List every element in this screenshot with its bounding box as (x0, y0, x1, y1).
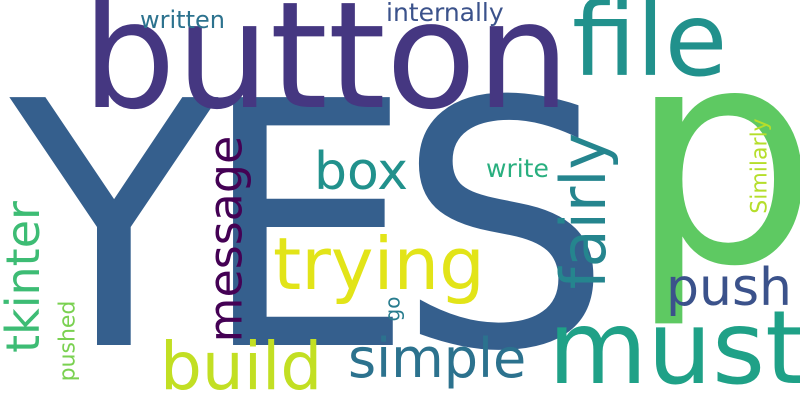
word-written: written (140, 6, 225, 34)
word-message: message (198, 135, 253, 343)
word-box: box (314, 142, 408, 202)
word-yes: YES (10, 30, 612, 400)
word-build: build (160, 328, 323, 400)
word-pushed: pushed (55, 300, 81, 382)
word-file: file (572, 0, 728, 100)
word-write: write (486, 154, 549, 183)
word-trying: trying (273, 222, 485, 306)
word-p: p (628, 0, 800, 332)
word-push: push (666, 258, 793, 318)
word-must: must (548, 289, 800, 400)
word-tkinter: tkinter (0, 201, 50, 353)
word-internally: internally (386, 0, 504, 27)
word-button: button (82, 0, 571, 142)
word-simple: simple (348, 327, 527, 390)
word-similarly: Similarly (747, 118, 773, 214)
word-go: go (380, 296, 405, 322)
word-fairly: fairly (547, 132, 621, 290)
